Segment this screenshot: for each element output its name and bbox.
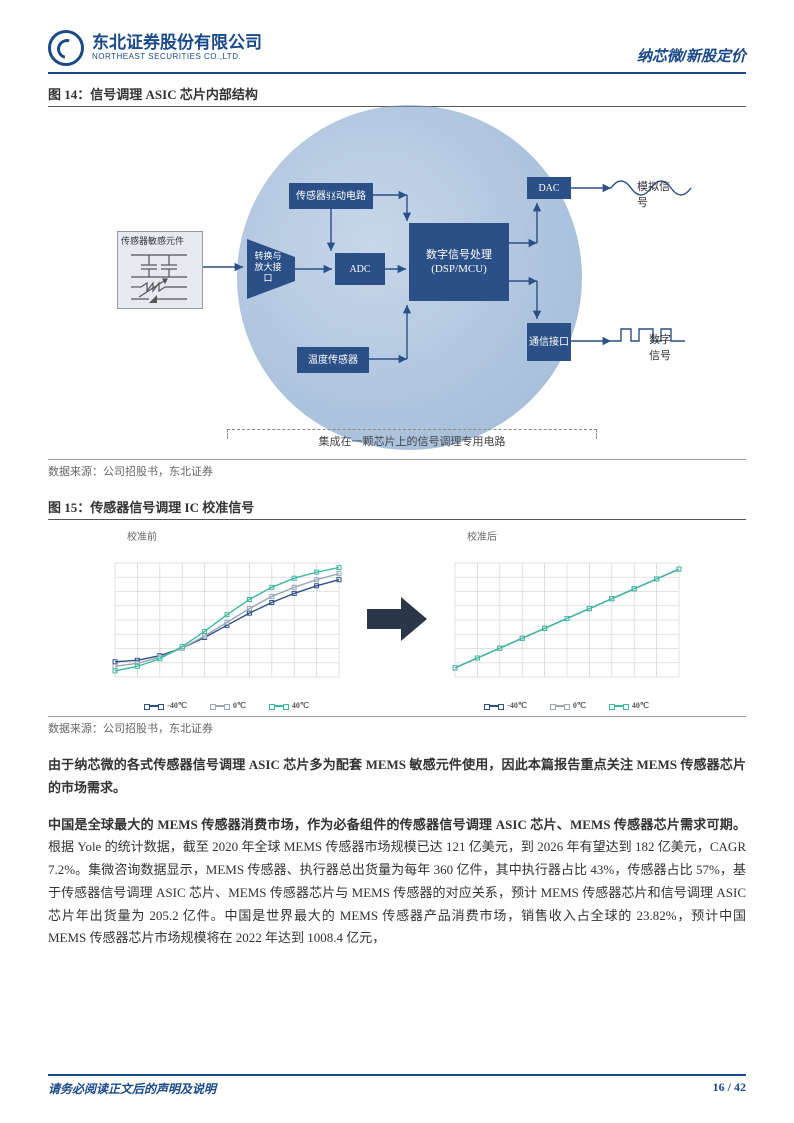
page-footer: 请务必阅读正文后的声明及说明 16 / 42 (48, 1074, 746, 1097)
figure14-caption: 图 14：信号调理 ASIC 芯片内部结构 (48, 84, 746, 107)
figure14-source: 数据来源：公司招股书，东北证券 (48, 459, 746, 479)
footer-disclaimer: 请务必阅读正文后的声明及说明 (48, 1080, 216, 1097)
arrow-icon (367, 597, 427, 641)
logo-icon (48, 30, 84, 66)
figure15-caption: 图 15：传感器信号调理 IC 校准信号 (48, 497, 746, 520)
paragraph-2: 中国是全球最大的 MEMS 传感器消费市场，作为必备组件的传感器信号调理 ASI… (48, 814, 746, 951)
driver-circuit-box: 传感器驱动电路 (289, 183, 373, 209)
chart-after-svg (437, 545, 697, 695)
chart-after: 校准后 -40℃ 0℃ 40℃ (437, 528, 697, 710)
figure15-source: 数据来源：公司招股书，东北证券 (48, 716, 746, 736)
chart-before: 校准前 -40℃ 0℃ 40℃ (97, 528, 357, 710)
amplifier-label: 转换与放大接口 (251, 251, 285, 283)
sensor-schematic-icon (121, 249, 197, 305)
brand-name-en: NORTHEAST SECURITIES CO.,LTD. (92, 53, 262, 62)
chart-before-svg (97, 545, 357, 695)
chart-before-legend: -40℃ 0℃ 40℃ (97, 701, 357, 710)
figure15-charts: 校准前 -40℃ 0℃ 40℃ 校准后 -40℃ 0℃ 40℃ (48, 528, 746, 710)
brand: 东北证券股份有限公司 NORTHEAST SECURITIES CO.,LTD. (48, 30, 262, 66)
digital-signal-label: 数字信号 (649, 331, 677, 363)
temp-sensor-box: 温度传感器 (297, 347, 369, 373)
figure14-diagram: 传感器敏感元件 传感器驱动电路 转换与放大接口 ADC 数字信号处理(DSP/M (117, 113, 677, 433)
paragraph-1: 由于纳芯微的各式传感器信号调理 ASIC 芯片多为配套 MEMS 敏感元件使用，… (48, 754, 746, 800)
page-header: 东北证券股份有限公司 NORTHEAST SECURITIES CO.,LTD.… (48, 30, 746, 74)
dsp-box: 数字信号处理(DSP/MCU) (409, 223, 509, 301)
sensor-element-box: 传感器敏感元件 (117, 231, 203, 309)
brand-name-cn: 东北证券股份有限公司 (92, 34, 262, 53)
adc-box: ADC (335, 253, 385, 285)
comm-interface-box: 通信接口 (527, 323, 571, 361)
chart-after-legend: -40℃ 0℃ 40℃ (437, 701, 697, 710)
header-title: 纳芯微/新股定价 (637, 45, 746, 66)
analog-signal-label: 模拟信号 (637, 178, 677, 210)
footer-page-number: 16 / 42 (713, 1080, 746, 1097)
dac-box: DAC (527, 177, 571, 199)
chip-caption: 集成在一颗芯片上的信号调理专用电路 (227, 429, 597, 449)
